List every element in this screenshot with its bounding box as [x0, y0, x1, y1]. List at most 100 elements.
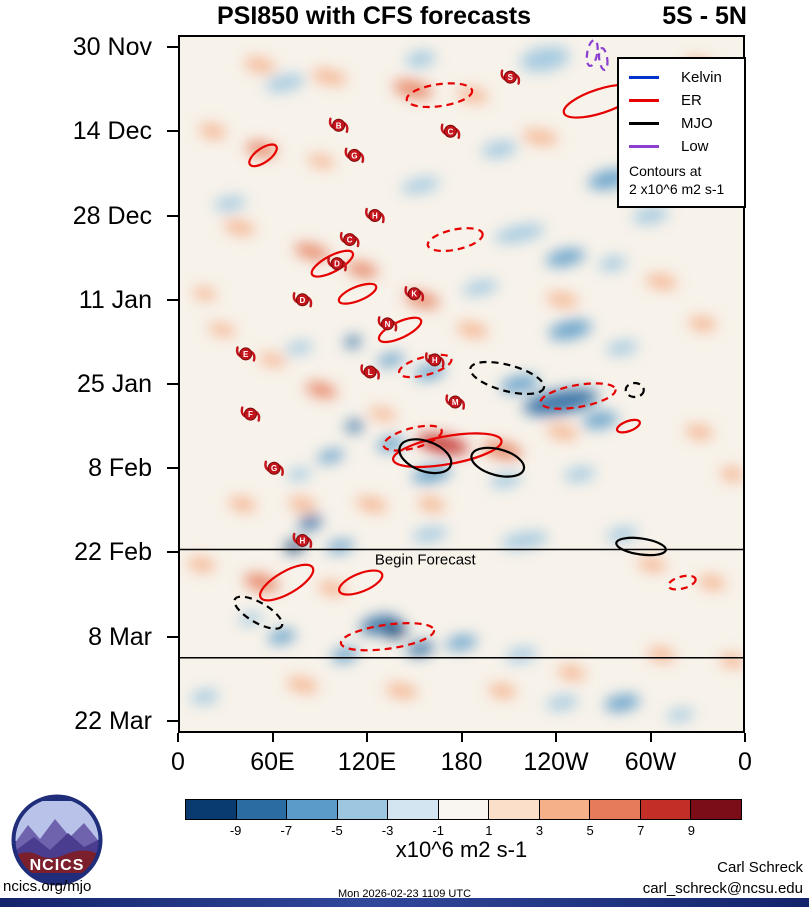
- x-tick-180: 180: [440, 748, 483, 776]
- colorbar-segment-5: [437, 799, 490, 820]
- legend-item-kelvin: Kelvin: [629, 66, 736, 89]
- y-tick-8-mar: 8 Mar: [88, 622, 152, 651]
- legend-line-kelvin: [629, 76, 659, 79]
- ncics-logo: NCICS: [10, 793, 104, 892]
- cyclone-marker-h: H: [424, 352, 445, 368]
- y-tick-30-nov: 30 Nov: [72, 33, 152, 62]
- legend-item-mjo: MJO: [629, 112, 736, 135]
- er-contour: [667, 574, 697, 591]
- svg-text:D: D: [300, 296, 306, 305]
- low-contour: [597, 47, 609, 72]
- cyclone-marker-c: C: [339, 231, 360, 248]
- legend-label-er: ER: [681, 92, 702, 109]
- colorbar-segment-9: [639, 799, 692, 820]
- colorbar-tick--3: -3: [381, 823, 394, 838]
- mjo-contour: [233, 595, 284, 630]
- credit-email: carl_schreck@ncsu.edu: [642, 880, 803, 897]
- colorbar-tick-1: 1: [485, 823, 493, 838]
- x-tickmark: [744, 733, 746, 742]
- colorbar-segment-2: [286, 799, 338, 820]
- er-contour: [382, 424, 443, 452]
- y-tick-25-jan: 25 Jan: [76, 370, 152, 398]
- svg-text:F: F: [248, 410, 253, 419]
- colorbar-segment-10: [690, 799, 743, 820]
- mjo-contour: [469, 360, 546, 396]
- svg-text:H: H: [432, 356, 438, 365]
- colorbar-segment-8: [589, 799, 641, 820]
- cyclone-marker-s: S: [500, 69, 521, 85]
- x-tick-120e: 120E: [337, 748, 397, 776]
- er-contour: [539, 382, 617, 410]
- legend-label-mjo: MJO: [681, 115, 713, 132]
- er-contour: [338, 569, 384, 596]
- legend-note-line1: Contours at: [629, 163, 702, 179]
- colorbar-tick--9: -9: [229, 823, 242, 838]
- cyclone-marker-g: G: [264, 460, 284, 476]
- cyclone-marker-d: D: [327, 255, 347, 272]
- y-tickmark: [167, 298, 178, 301]
- x-tickmark: [649, 733, 652, 742]
- cyclone-marker-f: F: [240, 406, 261, 422]
- svg-text:H: H: [300, 536, 306, 545]
- begin-forecast-label: Begin Forecast: [375, 551, 477, 568]
- y-tick-22-mar: 22 Mar: [74, 706, 152, 735]
- svg-text:K: K: [411, 290, 417, 299]
- y-tickmark: [167, 551, 178, 554]
- colorbar-segment-4: [387, 799, 439, 820]
- er-contour: [248, 143, 278, 168]
- colorbar-tick--7: -7: [280, 823, 293, 838]
- legend-line-low: [629, 145, 659, 148]
- colorbar-tick-5: 5: [586, 823, 594, 838]
- colorbar-tick-9: 9: [687, 823, 695, 838]
- svg-text:G: G: [271, 464, 277, 473]
- er-contour: [615, 418, 641, 434]
- colorbar-segment-0: [185, 799, 237, 820]
- x-tick-60e: 60E: [250, 748, 295, 776]
- colorbar-tick-7: 7: [637, 823, 645, 838]
- colorbar-tick--1: -1: [432, 823, 444, 838]
- colorbar-units-label: x10^6 m2 s-1: [395, 837, 528, 862]
- svg-text:G: G: [351, 151, 357, 160]
- colorbar-segment-7: [538, 799, 591, 820]
- colorbar-segment-3: [336, 799, 389, 820]
- y-tick-8-feb: 8 Feb: [88, 454, 152, 483]
- site-url: ncics.org/mjo: [3, 878, 92, 895]
- cyclone-markers: S B G C H C D D K N E H L M F G H: [235, 69, 521, 549]
- svg-text:H: H: [372, 212, 378, 221]
- x-tick-60w: 60W: [624, 748, 677, 776]
- er-contour: [392, 432, 503, 469]
- y-tick-14-dec: 14 Dec: [72, 117, 152, 146]
- legend-rows: Kelvin ER MJO Low: [629, 66, 736, 158]
- legend-label-kelvin: Kelvin: [681, 69, 722, 86]
- x-tickmark: [460, 733, 463, 742]
- y-tick-22-feb: 22 Feb: [74, 538, 152, 567]
- mjo-contour: [470, 446, 526, 478]
- x-tickmark: [555, 733, 557, 742]
- cyclone-marker-h: H: [365, 207, 385, 224]
- cyclone-marker-k: K: [404, 286, 425, 302]
- er-contour: [377, 316, 423, 344]
- bottom-bar: [0, 898, 809, 907]
- y-tickmark: [167, 214, 178, 217]
- x-tickmark: [271, 733, 274, 742]
- x-tickmark: [177, 733, 179, 742]
- cyclone-marker-e: E: [235, 346, 256, 362]
- colorbar-segment-6: [488, 799, 540, 820]
- legend-line-er: [629, 99, 659, 102]
- cyclone-marker-n: N: [377, 316, 398, 332]
- x-tick-120w: 120W: [523, 748, 589, 776]
- colorbar: [185, 799, 743, 820]
- legend-label-low: Low: [681, 138, 709, 155]
- er-contour: [337, 282, 378, 305]
- y-tick-11-jan: 11 Jan: [78, 285, 152, 314]
- x-tick-0: 0: [738, 748, 752, 776]
- svg-text:B: B: [336, 121, 342, 130]
- credit-name: Carl Schreck: [717, 859, 803, 876]
- svg-text:N: N: [385, 320, 391, 329]
- y-tickmark: [167, 383, 178, 385]
- er-contour: [259, 563, 315, 602]
- cyclone-marker-g: G: [344, 147, 365, 164]
- svg-text:C: C: [448, 127, 454, 136]
- cyclone-marker-d: D: [292, 292, 313, 308]
